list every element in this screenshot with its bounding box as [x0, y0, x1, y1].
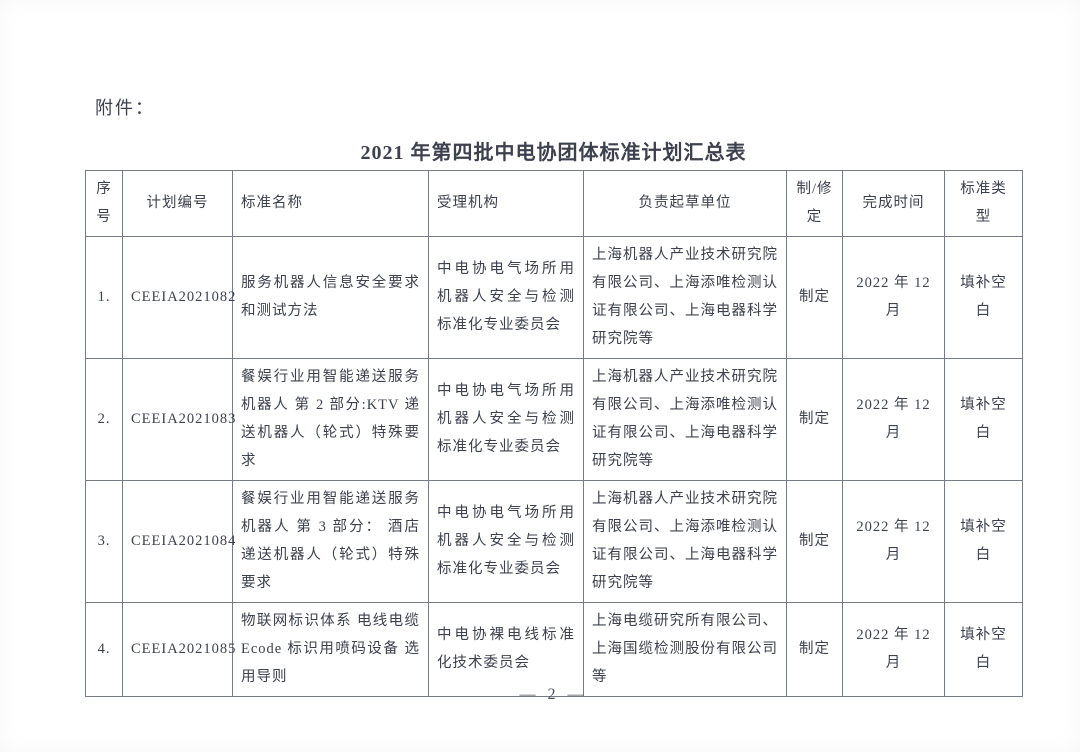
header-completion-time: 完成时间	[842, 170, 945, 237]
cell-standard-type: 填补空白	[944, 601, 1023, 697]
title-band: 2021 年第四批中电协团体标准计划汇总表	[85, 136, 1022, 165]
page-title: 2021 年第四批中电协团体标准计划汇总表	[360, 142, 747, 164]
cell-drafting-units: 上海机器人产业技术研究院有限公司、上海添唯检测认证有限公司、上海电器科学研究院等	[583, 357, 787, 481]
header-seq-no: 序号	[85, 170, 123, 237]
header-accepting-org: 受理机构	[428, 170, 584, 237]
cell-action: 制定	[786, 601, 843, 697]
cell-drafting-units: 上海机器人产业技术研究院有限公司、上海添唯检测认证有限公司、上海电器科学研究院等	[583, 479, 787, 603]
table-row: 2. CEEIA2021083 餐娱行业用智能递送服务机器人 第 2 部分:KT…	[85, 357, 1023, 481]
cell-action: 制定	[786, 235, 843, 359]
table-row: 1. CEEIA2021082 服务机器人信息安全要求和测试方法 中电协电气场所…	[85, 235, 1023, 359]
header-drafting-units: 负责起草单位	[583, 170, 787, 237]
cell-seq-no: 4.	[85, 601, 123, 697]
cell-completion-time: 2022 年 12 月	[842, 235, 945, 359]
table-header-row: 序号 计划编号 标准名称 受理机构 负责起草单位 制/修定 完成时间 标准类型	[85, 170, 1023, 237]
header-action: 制/修定	[786, 170, 843, 237]
cell-standard-type: 填补空白	[944, 357, 1023, 481]
cell-seq-no: 3.	[85, 479, 123, 603]
cell-accepting-org: 中电协电气场所用机器人安全与检测标准化专业委员会	[428, 479, 584, 603]
page-number: — 2 —	[519, 686, 588, 703]
cell-action: 制定	[786, 357, 843, 481]
cell-completion-time: 2022 年 12 月	[842, 357, 945, 481]
attachment-label: 附件：	[95, 98, 155, 118]
cell-accepting-org: 中电协电气场所用机器人安全与检测标准化专业委员会	[428, 357, 584, 481]
header-standard-name: 标准名称	[232, 170, 429, 237]
standards-plan-table: 序号 计划编号 标准名称 受理机构 负责起草单位 制/修定 完成时间 标准类型 …	[85, 170, 1023, 697]
cell-standard-name: 餐娱行业用智能递送服务机器人 第 2 部分:KTV 递送机器人（轮式）特殊要求	[232, 357, 429, 481]
cell-standard-name: 服务机器人信息安全要求和测试方法	[232, 235, 429, 359]
cell-plan-no: CEEIA2021084	[122, 479, 235, 603]
cell-seq-no: 1.	[85, 235, 123, 359]
header-plan-no: 计划编号	[122, 170, 233, 237]
cell-completion-time: 2022 年 12 月	[842, 601, 945, 697]
cell-accepting-org: 中电协电气场所用机器人安全与检测标准化专业委员会	[428, 235, 584, 359]
cell-standard-name: 餐娱行业用智能递送服务机器人 第 3 部分： 酒店递送机器人（轮式）特殊要求	[232, 479, 429, 603]
cell-seq-no: 2.	[85, 357, 123, 481]
cell-accepting-org: 中电协裸电线标准化技术委员会	[428, 601, 584, 697]
cell-drafting-units: 上海电缆研究所有限公司、上海国缆检测股份有限公司等	[583, 601, 787, 697]
cell-standard-type: 填补空白	[944, 479, 1023, 603]
cell-drafting-units: 上海机器人产业技术研究院有限公司、上海添唯检测认证有限公司、上海电器科学研究院等	[583, 235, 787, 359]
table-row: 3. CEEIA2021084 餐娱行业用智能递送服务机器人 第 3 部分： 酒…	[85, 479, 1023, 603]
cell-standard-type: 填补空白	[944, 235, 1023, 359]
cell-plan-no: CEEIA2021083	[122, 357, 235, 481]
cell-standard-name: 物联网标识体系 电线电缆 Ecode 标识用喷码设备 选用导则	[232, 601, 429, 697]
cell-completion-time: 2022 年 12 月	[842, 479, 945, 603]
cell-plan-no: CEEIA2021085	[122, 601, 235, 697]
table-row: 4. CEEIA2021085 物联网标识体系 电线电缆 Ecode 标识用喷码…	[85, 601, 1023, 697]
cell-action: 制定	[786, 479, 843, 603]
header-standard-type: 标准类型	[944, 170, 1023, 237]
cell-plan-no: CEEIA2021082	[122, 235, 235, 359]
